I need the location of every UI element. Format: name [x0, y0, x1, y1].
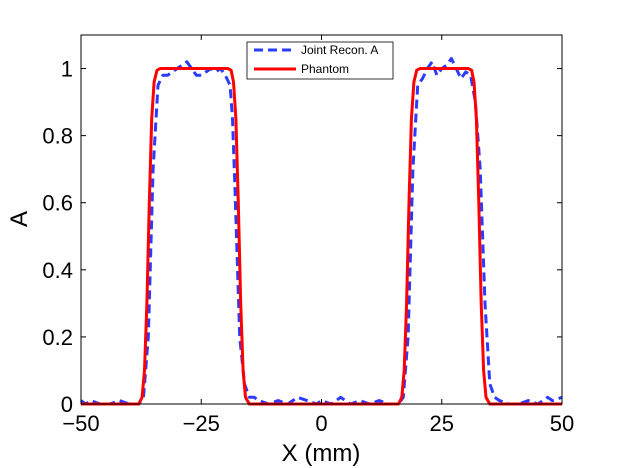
x-tick-label: −25 [183, 411, 220, 436]
y-tick-label: 0.8 [42, 124, 73, 149]
y-tick-label: 0 [61, 392, 73, 417]
legend-box [246, 41, 394, 80]
x-tick-label: 25 [430, 411, 454, 436]
tick-label-layer: −50 −25 0 25 50 0 0.2 0.4 0.6 0.8 1 [42, 57, 574, 436]
y-tick-label: 0.6 [42, 191, 73, 216]
y-tick-label: 0.2 [42, 325, 73, 350]
x-tick-label: 50 [550, 411, 574, 436]
plot-frame [80, 34, 563, 405]
x-tick-label: 0 [315, 411, 327, 436]
legend: Joint Recon. A Phantom [246, 41, 394, 80]
legend-label-phantom: Phantom [301, 62, 349, 76]
x-tick-label: −50 [62, 411, 99, 436]
y-axis-label: A [6, 211, 33, 227]
x-axis-label: X (mm) [282, 440, 361, 467]
y-tick-label: 0.4 [42, 258, 73, 283]
y-tick-label: 1 [61, 57, 73, 82]
legend-label-joint-recon: Joint Recon. A [301, 43, 378, 57]
